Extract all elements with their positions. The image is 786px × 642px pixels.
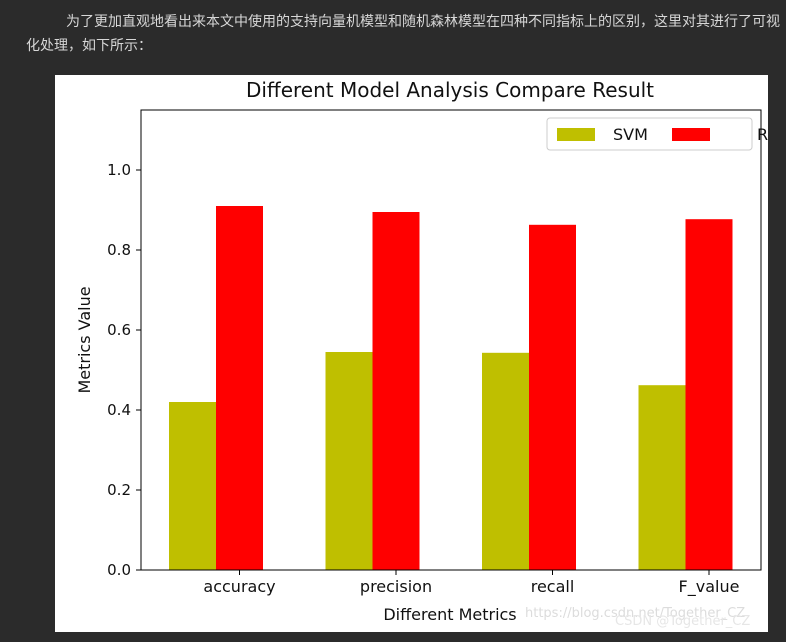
y-tick-label: 0.2 bbox=[107, 481, 131, 499]
legend-box bbox=[546, 117, 753, 151]
chart-figure: Different Model Analysis Compare Result … bbox=[55, 75, 777, 632]
csdn-watermark: CSDN @Together_CZ bbox=[615, 614, 751, 629]
url-watermark: https://blog.csdn.net/Together_CZ bbox=[525, 606, 745, 621]
y-axis-label: Metrics Value bbox=[75, 286, 94, 393]
bar-svm-precision bbox=[325, 352, 373, 570]
bar-svm-recall bbox=[482, 352, 529, 570]
x-tick-label: accuracy bbox=[203, 577, 275, 596]
x-tick-label: precision bbox=[360, 577, 432, 596]
y-tick-label: 1.0 bbox=[107, 161, 131, 179]
y-tick-label: 0.4 bbox=[107, 401, 131, 419]
chart-title: Different Model Analysis Compare Result bbox=[246, 78, 654, 102]
legend: SVM RF bbox=[546, 117, 777, 151]
legend-label-svm: SVM bbox=[613, 125, 648, 144]
legend-swatch-rf bbox=[672, 128, 710, 141]
bar-svm-f_value bbox=[638, 385, 686, 570]
y-tick-label: 0.8 bbox=[107, 241, 131, 259]
bar-svm-accuracy bbox=[169, 402, 216, 570]
legend-swatch-svm bbox=[557, 128, 595, 141]
bar-rf-precision bbox=[372, 212, 420, 570]
bar-rf-accuracy bbox=[216, 206, 263, 570]
x-tick-label: F_value bbox=[679, 577, 740, 597]
plot-frame bbox=[140, 109, 762, 571]
bar-chart: Different Model Analysis Compare Result … bbox=[75, 78, 777, 624]
y-tick-label: 0.0 bbox=[107, 561, 131, 579]
article-paragraph: 为了更加直观地看出来本文中使用的支持向量机模型和随机森林模型在四种不同指标上的区… bbox=[26, 14, 780, 54]
x-tick-label: recall bbox=[531, 577, 575, 596]
legend-label-rf: RF bbox=[757, 125, 768, 144]
y-tick-label: 0.6 bbox=[107, 321, 131, 339]
bar-rf-recall bbox=[529, 224, 576, 571]
x-axis-label: Different Metrics bbox=[383, 605, 516, 624]
bar-rf-f_value bbox=[685, 219, 733, 570]
